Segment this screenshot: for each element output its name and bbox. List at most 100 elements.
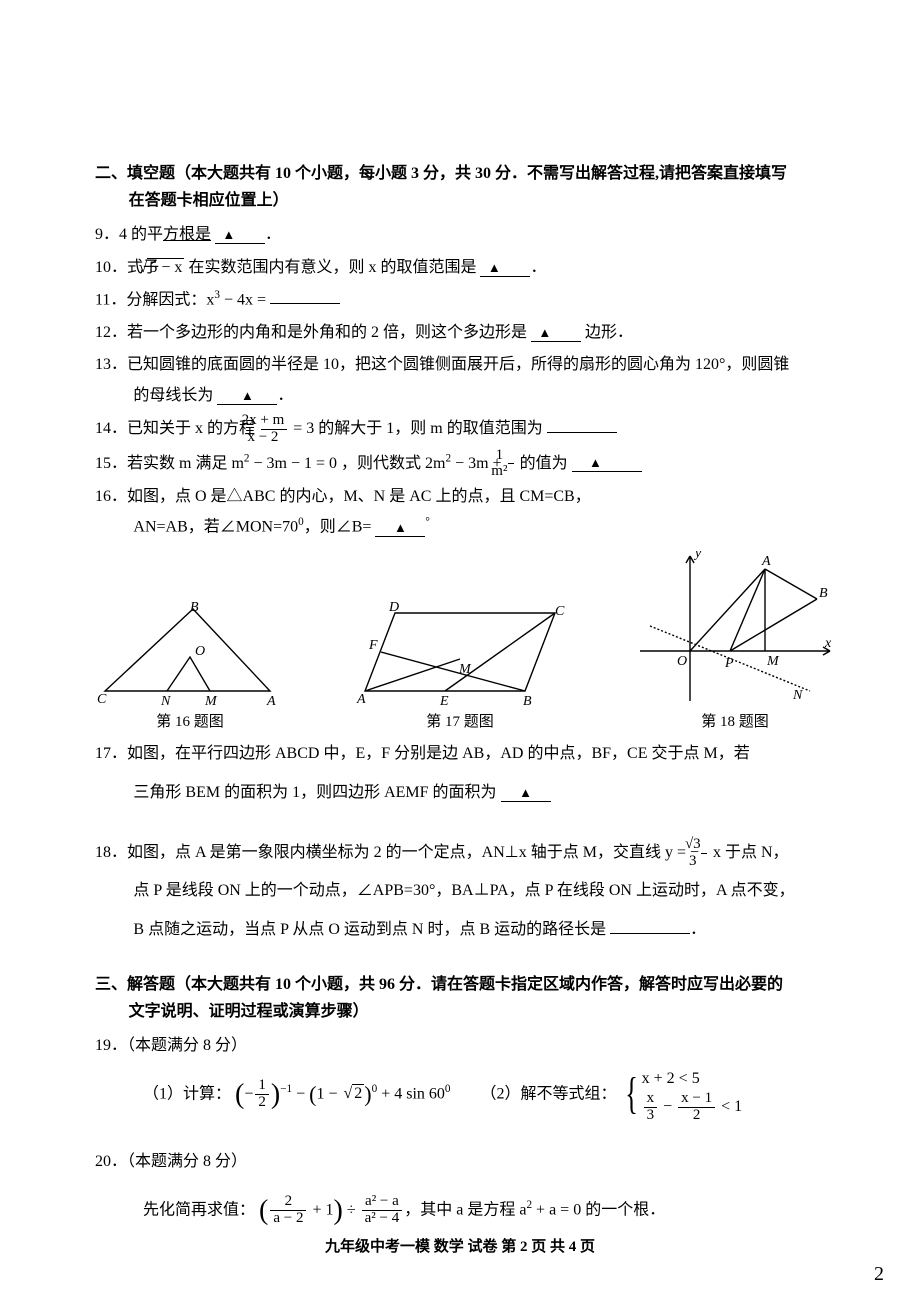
svg-text:O: O: [677, 654, 687, 669]
figure-16-svg: B O C N M A: [95, 601, 285, 706]
q14-num: 2x + m: [261, 413, 287, 430]
svg-text:y: y: [693, 551, 702, 561]
q17-blank: [501, 785, 551, 802]
q20-frac1: 2a − 2: [270, 1194, 306, 1227]
q20-f2n: a² − a: [362, 1194, 403, 1211]
q19-1c: + 4 sin 60: [381, 1085, 445, 1102]
question-13: 13．已知圆锥的底面圆的半径是 10，把这个圆锥侧面展开后，所得的扇形的圆心角为…: [95, 350, 835, 411]
sqrt-2-icon: 2: [342, 1076, 365, 1111]
svg-text:x: x: [824, 636, 832, 651]
q19-exp-neg1: −1: [280, 1083, 292, 1095]
paren-left-icon-3: (: [259, 1195, 268, 1226]
svg-text:C: C: [97, 692, 107, 706]
question-9: 9．4 的平方根是 ．: [95, 220, 835, 250]
q18-num: √3: [701, 837, 707, 854]
section-3-heading: 三、解答题（本大题共有 10 个小题，共 96 分．请在答题卡指定区域内作答，解…: [95, 971, 835, 1025]
q18-text-c: 点 P 是线段 ON 上的一个动点，∠APB=30°，BA⊥PA，点 P 在线段…: [117, 872, 835, 910]
q14-text-a: 14．已知关于 x 的方程: [95, 420, 259, 437]
figure-18-caption: 第 18 题图: [701, 714, 769, 730]
svg-text:B: B: [523, 694, 532, 706]
question-12: 12．若一个多边形的内角和是外角和的 2 倍，则这个多边形是 边形．: [95, 318, 835, 348]
svg-text:A: A: [356, 692, 366, 706]
sys-fa-d: 3: [644, 1108, 658, 1124]
q19-exp-0: 0: [372, 1083, 378, 1095]
q20-f2d: a² − 4: [362, 1211, 403, 1227]
question-10: 10．式子5 − x 在实数范围内有意义，则 x 的取值范围是 ．: [95, 253, 835, 283]
q19-f1d: 2: [255, 1095, 269, 1111]
sys-frac-b: x − 12: [678, 1091, 715, 1124]
q14-fraction: 2x + mx − 2: [261, 413, 287, 446]
q19-part2: （2）解不等式组： { x + 2 < 5 x3 − x − 12 < 1: [481, 1066, 743, 1124]
figure-16-caption: 第 16 题图: [156, 714, 224, 730]
page-footer: 九年级中考一模 数学 试卷 第 2 页 共 4 页: [0, 1235, 920, 1256]
q20-f1d: a − 2: [270, 1211, 306, 1227]
paren-left-icon-2: (: [309, 1081, 316, 1106]
sys-mid: −: [659, 1098, 676, 1115]
svg-text:M: M: [204, 694, 218, 706]
q20-frac2: a² − aa² − 4: [362, 1194, 403, 1227]
q9-text-u: 方根是: [163, 226, 211, 243]
q19-frac1: 12: [255, 1078, 269, 1111]
figures-row: B O C N M A 第 16 题图 A: [95, 551, 835, 731]
q20-c: + a = 0 的一个根．: [532, 1201, 665, 1218]
q18-text-d: B 点随之运动，当点 P 从点 O 运动到点 N 时，点 B 运动的路径长是: [133, 921, 606, 938]
q16-text-b: AN=AB，若∠MON=70: [133, 519, 298, 536]
svg-text:A: A: [266, 694, 276, 706]
sys-frac-a: x3: [644, 1091, 658, 1124]
question-20-body: 先化简再求值： (2a − 2 + 1) ÷ a² − aa² − 4，其中 a…: [95, 1180, 835, 1242]
q19-2a: （2）解不等式组：: [481, 1085, 617, 1102]
sys-fb-n: x − 1: [678, 1091, 715, 1108]
figure-17: A E B C D F M 第 17 题图: [355, 601, 565, 731]
q14-blank: [547, 432, 617, 433]
q16-deg2: °: [425, 516, 429, 528]
q15-text-d: 的值为: [516, 454, 568, 471]
q20-f1n: 2: [270, 1194, 306, 1211]
page-number: 2: [874, 1263, 884, 1286]
q15-num: 1: [508, 448, 514, 465]
paren-left-icon: (: [235, 1079, 244, 1110]
svg-text:F: F: [368, 638, 378, 653]
question-15: 15．若实数 m 满足 m2 − 3m − 1 = 0 ，则代数式 2m2 − …: [95, 448, 835, 481]
section-3-heading-line1: 三、解答题（本大题共有 10 个小题，共 96 分．请在答题卡指定区域内作答，解…: [95, 976, 783, 993]
q15-blank: [572, 455, 642, 472]
section-3-heading-line2: 文字说明、证明过程或演算步骤）: [95, 998, 835, 1025]
paren-right-icon-2: ): [364, 1081, 371, 1106]
question-19-head: 19．（本题满分 8 分）: [95, 1031, 835, 1061]
q18-den: 3: [701, 854, 707, 870]
q20-a: 先化简再求值：: [143, 1201, 255, 1218]
q16-text-c: ，则∠B=: [304, 519, 372, 536]
q13-blank: [217, 388, 277, 405]
q14-den: x − 2: [261, 430, 287, 446]
svg-text:C: C: [555, 604, 565, 619]
svg-text:B: B: [190, 601, 199, 615]
question-16: 16．如图，点 O 是△ABC 的内心，M、N 是 AC 上的点，且 CM=CB…: [95, 482, 835, 543]
q18-text-a: 18．如图，点 A 是第一象限内横坐标为 2 的一个定点，AN⊥x 轴于点 M，…: [95, 844, 699, 861]
q9-blank: [215, 227, 265, 244]
q15-den: m²: [508, 464, 514, 480]
q11-text-b: − 4x =: [220, 291, 266, 308]
q20-div: ÷: [343, 1201, 360, 1218]
q20-b: ，其中 a 是方程 a: [404, 1201, 526, 1218]
q19-1a: （1）计算：: [143, 1085, 231, 1102]
q10-radicand: 5 − x: [147, 258, 184, 276]
paren-right-icon: ): [271, 1079, 280, 1110]
sys-fa-n: x: [644, 1091, 658, 1108]
sys-line2: x3 − x − 12 < 1: [642, 1091, 743, 1124]
q16-blank: [375, 520, 425, 537]
section-2-heading-line1: 二、填空题（本大题共有 10 个小题，每小题 3 分，共 30 分．不需写出解答…: [95, 165, 787, 182]
figure-17-caption: 第 17 题图: [426, 714, 494, 730]
q10-text-b: 在实数范围内有意义，则 x 的取值范围是: [184, 259, 476, 276]
svg-text:O: O: [195, 644, 205, 659]
question-14: 14．已知关于 x 的方程 2x + mx − 2 = 3 的解大于 1，则 m…: [95, 413, 835, 446]
question-20-head: 20．（本题满分 8 分）: [95, 1147, 835, 1177]
q11-blank: [270, 303, 340, 304]
q9-text-a: 9．4 的平: [95, 226, 163, 243]
q12-blank: [531, 325, 581, 342]
q20-mid: + 1: [308, 1201, 333, 1218]
q15-text-b: − 3m − 1 = 0 ，则代数式 2m: [250, 454, 446, 471]
section-2-heading: 二、填空题（本大题共有 10 个小题，每小题 3 分，共 30 分．不需写出解答…: [95, 160, 835, 214]
q18-blank: [610, 933, 690, 934]
q14-text-b: = 3 的解大于 1，则 m 的取值范围为: [289, 420, 542, 437]
q11-text-a: 11．分解因式：x: [95, 291, 214, 308]
q17-text-b: 三角形 BEM 的面积为 1，则四边形 AEMF 的面积为: [133, 784, 496, 801]
